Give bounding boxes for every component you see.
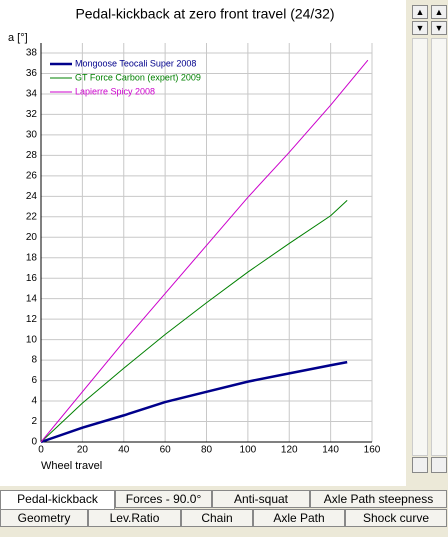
scroll-down[interactable]: ▼ [412, 21, 428, 35]
series-line [40, 200, 348, 443]
series-line [40, 59, 369, 443]
chart: Pedal-kickback at zero front travel (24/… [0, 0, 406, 486]
y-tick-label: 36 [26, 68, 38, 79]
y-tick-label: 6 [31, 375, 37, 386]
y-tick-label: 0 [31, 437, 37, 448]
tab[interactable]: Pedal-kickback [0, 490, 115, 510]
y-axis-label: a [°] [8, 32, 28, 44]
tab[interactable]: Geometry [0, 509, 88, 527]
y-tick-label: 10 [26, 334, 38, 345]
legend-label: Lapierre Spicy 2008 [75, 86, 155, 96]
tab[interactable]: Anti-squat [212, 490, 310, 508]
scroll-thumb[interactable] [412, 457, 428, 473]
tab[interactable]: Forces - 90.0° [115, 490, 212, 508]
y-tick-label: 8 [31, 355, 37, 366]
tab[interactable]: Axle Path steepness [310, 490, 447, 508]
x-tick-label: 120 [281, 445, 298, 456]
tab[interactable]: Axle Path [253, 509, 345, 527]
tab[interactable]: Chain [181, 509, 253, 527]
series-line [40, 360, 348, 444]
scroll-up[interactable]: ▲ [431, 5, 447, 19]
y-tick-label: 2 [31, 416, 37, 427]
y-tick-label: 38 [26, 48, 38, 59]
y-tick-label: 12 [26, 314, 38, 325]
y-tick-label: 24 [26, 191, 38, 202]
y-tick-label: 28 [26, 150, 38, 161]
chart-title: Pedal-kickback at zero front travel (24/… [75, 6, 334, 22]
y-tick-label: 34 [26, 89, 38, 100]
scroll-track[interactable] [412, 38, 428, 456]
y-tick-label: 20 [26, 232, 38, 243]
y-tick-label: 14 [26, 293, 38, 304]
x-tick-label: 160 [364, 445, 381, 456]
y-tick-label: 22 [26, 211, 38, 222]
x-tick-label: 0 [38, 445, 44, 456]
y-tick-label: 30 [26, 130, 38, 141]
x-tick-label: 20 [77, 445, 89, 456]
legend-label: GT Force Carbon (expert) 2009 [75, 72, 201, 82]
tab[interactable]: Lev.Ratio [88, 509, 181, 527]
y-tick-label: 26 [26, 170, 38, 181]
x-tick-label: 80 [201, 445, 213, 456]
y-tick-label: 16 [26, 273, 38, 284]
x-tick-label: 100 [240, 445, 257, 456]
scroll-down[interactable]: ▼ [431, 21, 447, 35]
x-tick-label: 140 [322, 445, 339, 456]
tab[interactable]: Shock curve [345, 509, 447, 527]
x-axis-label: Wheel travel [41, 460, 102, 472]
scroll-track[interactable] [431, 38, 447, 456]
scroll-thumb[interactable] [431, 457, 447, 473]
y-tick-label: 4 [31, 396, 37, 407]
legend-label: Mongoose Teocali Super 2008 [75, 58, 196, 68]
chart-bg [0, 0, 406, 486]
x-tick-label: 40 [118, 445, 130, 456]
scroll-up[interactable]: ▲ [412, 5, 428, 19]
y-tick-label: 18 [26, 252, 38, 263]
y-tick-label: 32 [26, 109, 38, 120]
x-tick-label: 60 [160, 445, 172, 456]
